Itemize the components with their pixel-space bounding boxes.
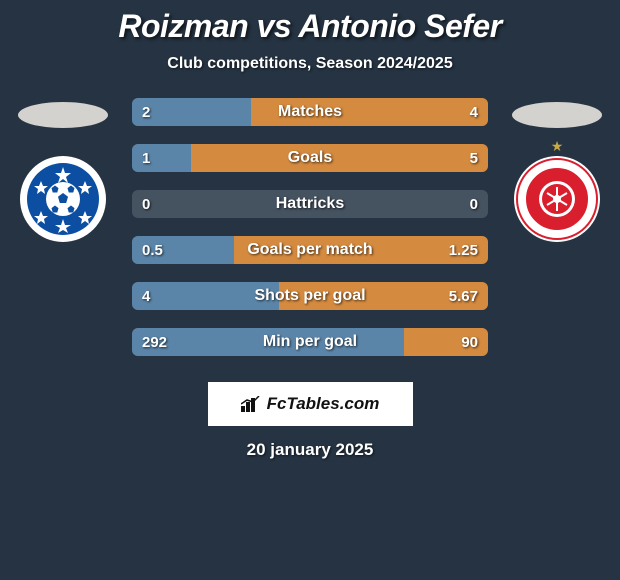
subtitle: Club competitions, Season 2024/2025 (0, 55, 620, 73)
stat-bar-row: 00Hattricks (132, 190, 488, 218)
right-player-column: ★ (500, 98, 614, 242)
bar-label: Min per goal (132, 328, 488, 356)
watermark-text: FcTables.com (267, 394, 380, 414)
bar-label: Matches (132, 98, 488, 126)
bar-label: Shots per goal (132, 282, 488, 310)
watermark: FcTables.com (208, 382, 413, 426)
left-player-column (6, 98, 120, 242)
gold-star-icon: ★ (551, 138, 564, 155)
infographic-container: Roizman vs Antonio Sefer Club competitio… (0, 0, 620, 580)
stat-bar-row: 15Goals (132, 144, 488, 172)
right-player-avatar-placeholder (512, 102, 602, 128)
content-row: 24Matches 15Goals 00Hattricks 0.51.25Goals … (0, 98, 620, 374)
date-label: 20 january 2025 (0, 440, 620, 460)
stat-bar-row: 24Matches (132, 98, 488, 126)
left-club-badge (20, 156, 106, 242)
stat-bar-row: 45.67Shots per goal (132, 282, 488, 310)
chart-icon (241, 396, 261, 412)
stats-bars: 24Matches 15Goals 00Hattricks 0.51.25Goals … (120, 98, 500, 374)
right-club-badge: ★ (514, 156, 600, 242)
left-badge-inner (27, 163, 99, 235)
left-player-avatar-placeholder (18, 102, 108, 128)
bar-label: Hattricks (132, 190, 488, 218)
bar-label: Goals per match (132, 236, 488, 264)
right-badge-emblem (537, 179, 577, 219)
bar-label: Goals (132, 144, 488, 172)
soccer-ball-icon (46, 182, 80, 216)
stat-bar-row: 0.51.25Goals per match (132, 236, 488, 264)
stat-bar-row: 29290Min per goal (132, 328, 488, 356)
right-badge-inner (521, 163, 593, 235)
page-title: Roizman vs Antonio Sefer (0, 0, 620, 45)
